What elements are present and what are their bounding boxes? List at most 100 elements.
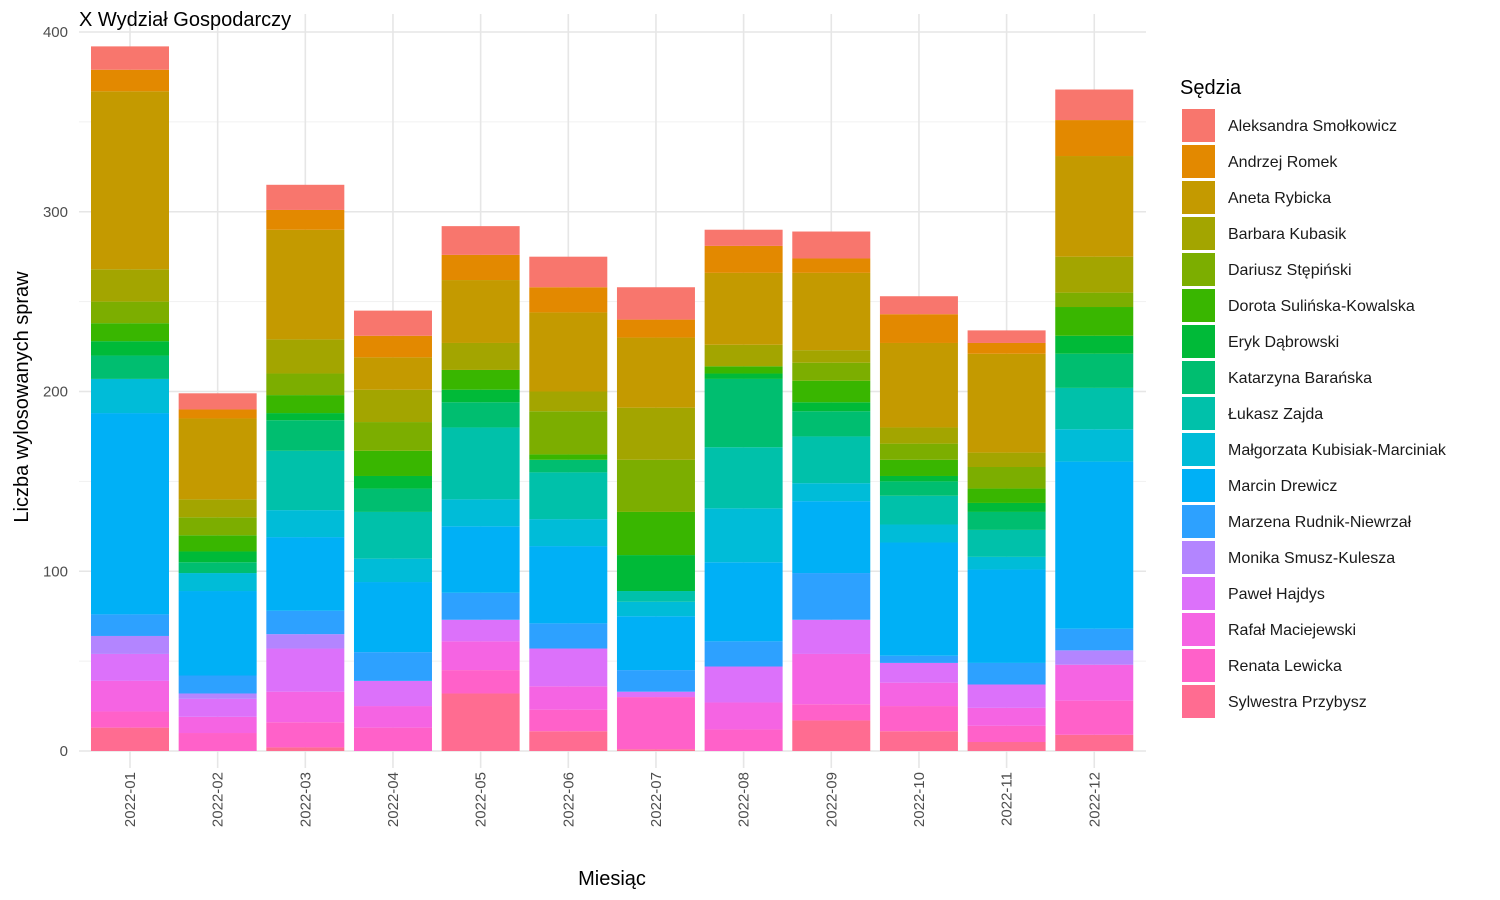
legend-label: Sylwestra Przybysz (1228, 694, 1367, 711)
y-tick-label: 400 (43, 24, 68, 41)
y-axis-title: Liczba wylosowanych spraw (11, 271, 33, 523)
bar-segment (967, 707, 1046, 726)
bar-segment (792, 362, 871, 381)
bar-segment (91, 341, 169, 356)
x-axis-ticks: 2022-01 2022-02 2022-03 2022-04 2022-05 2022-… (122, 772, 1103, 827)
bar-segment (704, 245, 783, 273)
bar-segment (704, 562, 783, 642)
legend-label: Eryk Dąbrowski (1228, 334, 1339, 351)
bars (91, 46, 1134, 751)
bar-segment (178, 733, 257, 751)
legend-label: Paweł Hajdys (1228, 586, 1325, 603)
x-tick-label: 2022-02 (210, 772, 227, 827)
bar-segment (353, 680, 432, 707)
bar-segment (353, 357, 432, 390)
legend-swatch (1182, 685, 1215, 718)
bar-segment (266, 691, 345, 723)
bar-segment (529, 519, 608, 547)
legend-label: Aleksandra Smołkowicz (1228, 118, 1397, 135)
bar-segment (879, 706, 958, 732)
bar-segment (792, 258, 871, 273)
legend-label: Dariusz Stępiński (1228, 262, 1352, 279)
bar-segment (529, 472, 608, 520)
bar-segment (91, 301, 169, 324)
bar-segment (266, 510, 345, 538)
y-tick-label: 300 (43, 204, 68, 221)
bar-segment (91, 711, 169, 728)
legend-swatch (1182, 613, 1215, 646)
x-tick-label: 2022-05 (473, 772, 490, 827)
bar-segment (967, 742, 1046, 751)
bar-segment (704, 344, 783, 367)
legend-label: Andrzej Romek (1228, 154, 1338, 171)
bar-segment (353, 652, 432, 681)
bar-segment (266, 610, 345, 635)
legend-label: Katarzyna Barańska (1228, 370, 1372, 387)
legend-swatch (1182, 217, 1215, 250)
x-tick-label: 2022-12 (1086, 772, 1103, 827)
legend-swatch (1182, 541, 1215, 574)
bar-segment (967, 569, 1046, 663)
bar-segment (616, 407, 695, 460)
legend-swatch (1182, 109, 1215, 142)
bar-segment (266, 184, 345, 210)
x-tick-label: 2022-09 (823, 772, 840, 827)
legend-swatch (1182, 469, 1215, 502)
bar-segment (441, 389, 520, 403)
bar-segment (266, 722, 345, 748)
legend-swatch (1182, 505, 1215, 538)
bar-segment (441, 641, 520, 671)
bar-segment (792, 350, 871, 363)
bar-segment (178, 409, 257, 419)
bar-segment (704, 447, 783, 509)
bar-segment (879, 495, 958, 525)
bar-segment (792, 501, 871, 574)
bar-segment (353, 511, 432, 559)
bar-segment (178, 418, 257, 500)
bar-segment (353, 389, 432, 423)
bar-segment (616, 511, 695, 556)
bar-segment (441, 280, 520, 343)
bar-segment (1055, 353, 1134, 388)
bar-segment (353, 450, 432, 476)
legend-label: Łukasz Zajda (1228, 406, 1323, 423)
bar-segment (967, 488, 1046, 503)
bar-segment (616, 691, 695, 698)
legend-swatch (1182, 649, 1215, 682)
bar-segment (967, 330, 1046, 343)
x-axis-title: Miesiąc (578, 868, 646, 890)
bar-segment (616, 459, 695, 512)
bar-segment (879, 662, 958, 683)
bar-segment (266, 395, 345, 414)
bar-segment (967, 511, 1046, 530)
legend-swatch (1182, 325, 1215, 358)
bar-segment (879, 296, 958, 315)
y-tick-label: 0 (60, 743, 68, 760)
bar-segment (879, 475, 958, 482)
bar-segment (91, 680, 169, 712)
bar-segment (879, 682, 958, 707)
bar-segment (879, 481, 958, 496)
bar-segment (879, 542, 958, 656)
bar-segment (704, 641, 783, 667)
bar-segment (616, 337, 695, 408)
bar-segment (441, 670, 520, 694)
bar-segment (616, 670, 695, 692)
bar-segment (792, 720, 871, 751)
bar-segment (704, 378, 783, 448)
bar-segment (529, 391, 608, 412)
bar-segment (1055, 700, 1134, 735)
y-axis-ticks: 0 100 200 300 400 (43, 24, 68, 760)
bar-segment (529, 411, 608, 455)
legend-swatch (1182, 289, 1215, 322)
bar-segment (792, 436, 871, 484)
bar-segment (266, 634, 345, 649)
bar-segment (1055, 664, 1134, 701)
bar-segment (91, 91, 169, 270)
x-tick-label: 2022-10 (911, 772, 928, 827)
bar-segment (792, 380, 871, 403)
chart-title: X Wydział Gospodarczy (79, 9, 291, 31)
legend-label: Dorota Sulińska-Kowalska (1228, 298, 1415, 315)
legend-label: Marzena Rudnik-Niewrzał (1228, 514, 1412, 531)
